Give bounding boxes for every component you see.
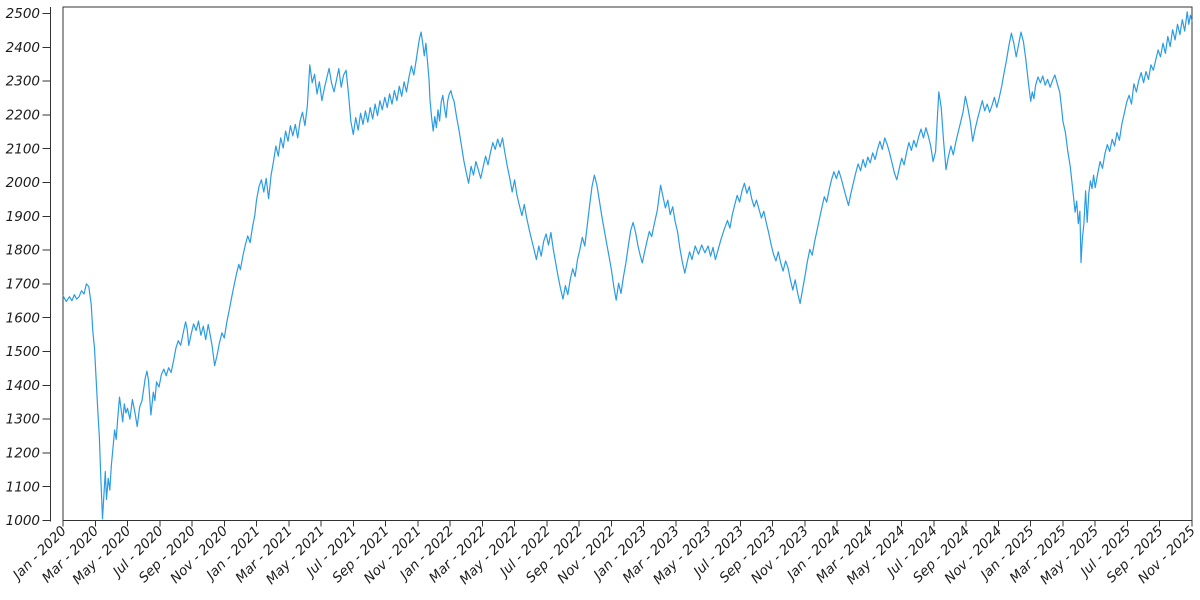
- y-tick-label: 1400: [6, 378, 40, 394]
- y-tick-label: 1500: [6, 344, 40, 360]
- y-tick-label: 2300: [6, 74, 40, 90]
- y-tick-label: 1000: [6, 513, 40, 529]
- y-tick-label: 2100: [6, 141, 40, 157]
- y-tick-label: 2400: [6, 40, 40, 56]
- y-tick-label: 2200: [6, 108, 40, 124]
- y-tick-label: 1800: [6, 243, 40, 259]
- y-tick-label: 1600: [6, 310, 40, 326]
- plot-border: [62, 6, 1193, 521]
- y-tick-label: 2500: [6, 6, 40, 22]
- y-tick-label: 2000: [6, 175, 40, 191]
- price-line: [62, 11, 1193, 520]
- y-tick-label: 1300: [6, 412, 40, 428]
- y-tick-label: 1200: [6, 446, 40, 462]
- y-tick-label: 1100: [6, 479, 40, 495]
- y-tick-label: 1900: [6, 209, 40, 225]
- y-axis: 1000 1100 1200 1300 1400 1500 1600 1700 1800 1900…: [6, 6, 51, 529]
- y-tick-label: 1700: [6, 277, 40, 293]
